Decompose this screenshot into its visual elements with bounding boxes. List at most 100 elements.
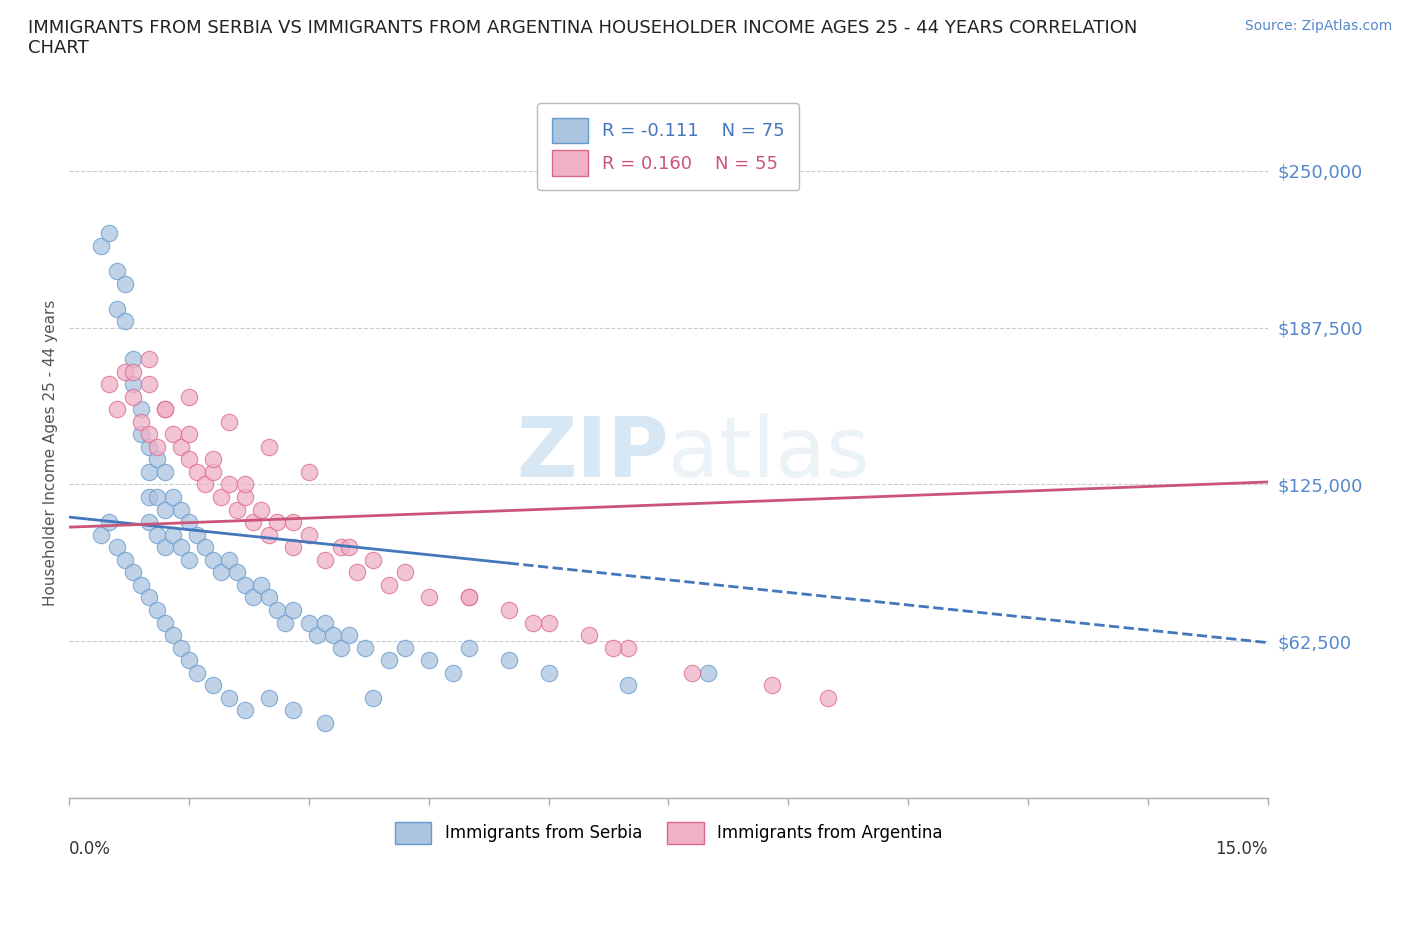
Point <box>257 527 280 542</box>
Point <box>218 690 240 705</box>
Point <box>314 552 336 567</box>
Point <box>138 377 160 392</box>
Point <box>153 615 176 630</box>
Point <box>177 514 200 529</box>
Point <box>233 477 256 492</box>
Text: 15.0%: 15.0% <box>1215 840 1268 857</box>
Point <box>457 590 479 604</box>
Point <box>105 301 128 316</box>
Point <box>98 226 121 241</box>
Point <box>114 314 136 329</box>
Point <box>250 502 273 517</box>
Point <box>194 539 217 554</box>
Point <box>194 477 217 492</box>
Point <box>170 640 193 655</box>
Point <box>153 539 176 554</box>
Point <box>617 678 640 693</box>
Point <box>177 552 200 567</box>
Point <box>122 365 145 379</box>
Text: atlas: atlas <box>668 413 870 494</box>
Point <box>202 678 225 693</box>
Point <box>266 603 288 618</box>
Point <box>98 377 121 392</box>
Point <box>153 464 176 479</box>
Point <box>162 527 184 542</box>
Point <box>329 640 352 655</box>
Point <box>105 539 128 554</box>
Point <box>177 452 200 467</box>
Point <box>378 578 401 592</box>
Point <box>281 539 304 554</box>
Point <box>337 628 360 643</box>
Point <box>153 402 176 417</box>
Point <box>129 427 152 442</box>
Point <box>418 590 440 604</box>
Point <box>138 590 160 604</box>
Point <box>226 502 249 517</box>
Point <box>617 640 640 655</box>
Point <box>602 640 624 655</box>
Point <box>418 653 440 668</box>
Point <box>209 565 232 579</box>
Point <box>98 514 121 529</box>
Point <box>457 640 479 655</box>
Point <box>298 527 321 542</box>
Point <box>129 402 152 417</box>
Point <box>153 502 176 517</box>
Point <box>218 414 240 429</box>
Point <box>314 615 336 630</box>
Point <box>153 402 176 417</box>
Point <box>114 552 136 567</box>
Point <box>233 489 256 504</box>
Point <box>394 640 416 655</box>
Point <box>298 464 321 479</box>
Point <box>186 665 208 680</box>
Point <box>105 402 128 417</box>
Point <box>202 464 225 479</box>
Point <box>146 489 169 504</box>
Point <box>233 578 256 592</box>
Point <box>129 578 152 592</box>
Point <box>122 352 145 366</box>
Point <box>122 377 145 392</box>
Point <box>138 489 160 504</box>
Point <box>337 539 360 554</box>
Point <box>202 452 225 467</box>
Point <box>274 615 297 630</box>
Point <box>129 414 152 429</box>
Legend: Immigrants from Serbia, Immigrants from Argentina: Immigrants from Serbia, Immigrants from … <box>387 814 950 852</box>
Point <box>186 464 208 479</box>
Point <box>761 678 783 693</box>
Point <box>305 628 328 643</box>
Point <box>233 703 256 718</box>
Point <box>170 502 193 517</box>
Point <box>322 628 344 643</box>
Point <box>177 389 200 404</box>
Point <box>353 640 375 655</box>
Point <box>170 539 193 554</box>
Point <box>146 452 169 467</box>
Point <box>242 514 264 529</box>
Point <box>498 653 520 668</box>
Text: IMMIGRANTS FROM SERBIA VS IMMIGRANTS FROM ARGENTINA HOUSEHOLDER INCOME AGES 25 -: IMMIGRANTS FROM SERBIA VS IMMIGRANTS FRO… <box>28 19 1137 58</box>
Point <box>146 527 169 542</box>
Point <box>218 477 240 492</box>
Point <box>162 489 184 504</box>
Point <box>329 539 352 554</box>
Point <box>170 439 193 454</box>
Point <box>257 439 280 454</box>
Point <box>250 578 273 592</box>
Point <box>138 427 160 442</box>
Text: 0.0%: 0.0% <box>69 840 111 857</box>
Point <box>298 615 321 630</box>
Point <box>146 603 169 618</box>
Point <box>361 552 384 567</box>
Point <box>257 590 280 604</box>
Point <box>394 565 416 579</box>
Point <box>281 603 304 618</box>
Point <box>186 527 208 542</box>
Point <box>226 565 249 579</box>
Text: Source: ZipAtlas.com: Source: ZipAtlas.com <box>1244 19 1392 33</box>
Point <box>578 628 600 643</box>
Point <box>162 628 184 643</box>
